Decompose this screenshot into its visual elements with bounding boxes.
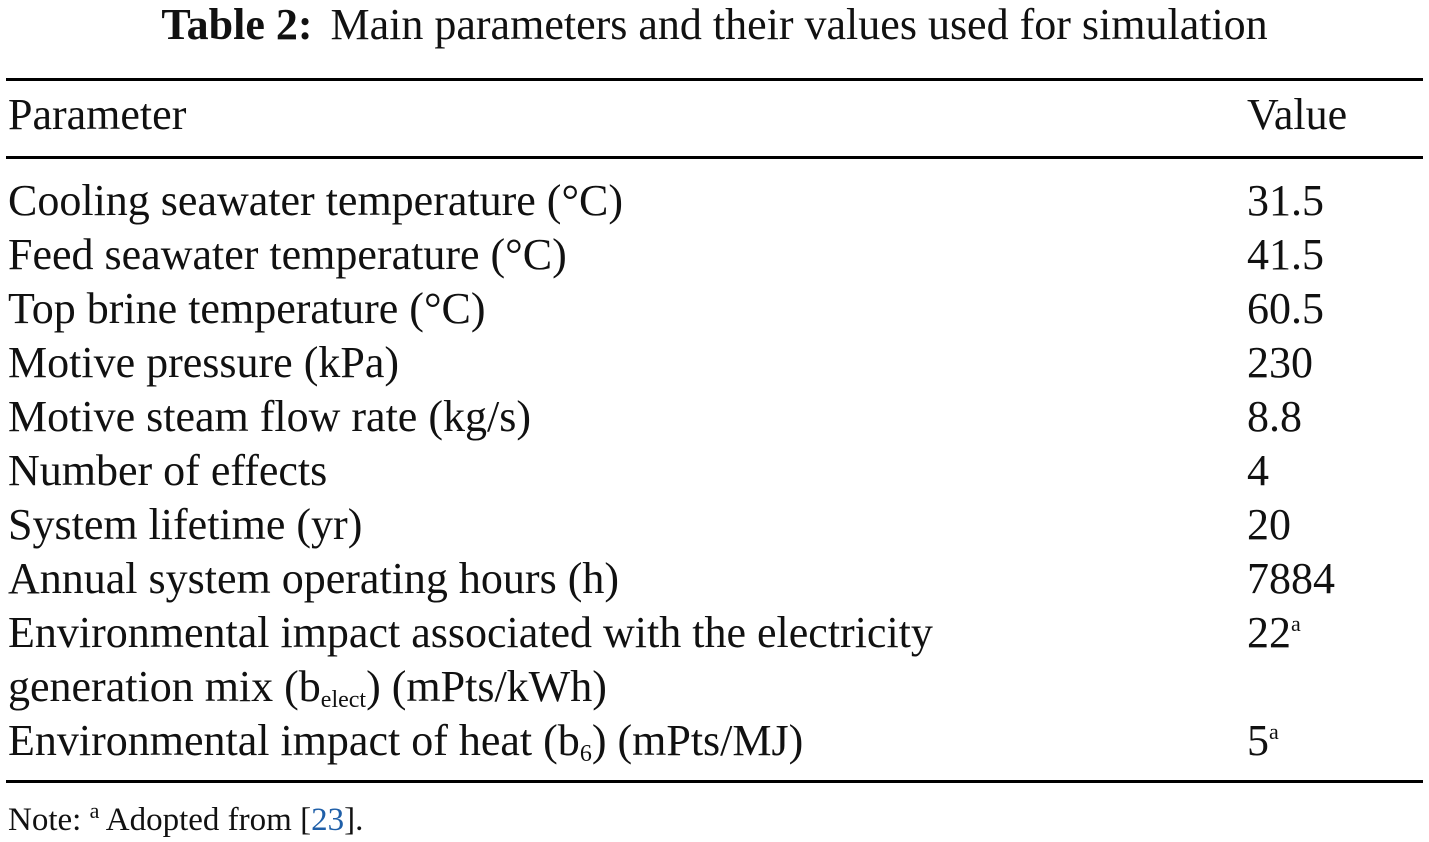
footnote-marker: a bbox=[1269, 719, 1279, 744]
footnote-marker: a bbox=[1291, 611, 1301, 636]
table-header-rule bbox=[6, 156, 1423, 159]
parameter-subscript: 6 bbox=[579, 741, 592, 767]
column-header-parameter: Parameter bbox=[8, 90, 187, 139]
value-cell: 7884 bbox=[1247, 554, 1335, 603]
table-bottom-rule bbox=[6, 780, 1423, 783]
column-header-value: Value bbox=[1247, 90, 1348, 139]
table-row: Number of effects 4 bbox=[8, 444, 1423, 498]
table-row: Motive steam flow rate (kg/s) 8.8 bbox=[8, 390, 1423, 444]
table-row: Motive pressure (kPa) 230 bbox=[8, 336, 1423, 390]
table-row: Top brine temperature (°C) 60.5 bbox=[8, 282, 1423, 336]
table-body: Cooling seawater temperature (°C) 31.5 F… bbox=[8, 174, 1423, 768]
parameter-cell: Feed seawater temperature (°C) bbox=[8, 230, 567, 279]
parameter-cell: Annual system operating hours (h) bbox=[8, 554, 619, 603]
parameter-cell: Top brine temperature (°C) bbox=[8, 284, 486, 333]
value-cell: 8.8 bbox=[1247, 392, 1302, 441]
reference-link[interactable]: 23 bbox=[311, 802, 345, 838]
parameter-line-2-pre: generation mix (b bbox=[8, 662, 321, 711]
note-prefix: Note: bbox=[8, 802, 82, 838]
note-text: Adopted from [ bbox=[105, 802, 312, 838]
parameter-cell: Number of effects bbox=[8, 446, 328, 495]
table-note: Note: a Adopted from [23]. bbox=[8, 798, 363, 842]
value-cell: 4 bbox=[1247, 446, 1269, 495]
parameter-cell: Environmental impact associated with the… bbox=[8, 606, 1068, 714]
value-cell: 20 bbox=[1247, 500, 1291, 549]
parameter-cell: System lifetime (yr) bbox=[8, 500, 363, 549]
value-cell: 31.5 bbox=[1247, 176, 1324, 225]
table-row: System lifetime (yr) 20 bbox=[8, 498, 1423, 552]
parameter-post: ) (mPts/MJ) bbox=[591, 716, 804, 765]
note-text-end: ]. bbox=[344, 802, 364, 838]
table-row: Annual system operating hours (h) 7884 bbox=[8, 552, 1423, 606]
value-cell: 230 bbox=[1247, 338, 1313, 387]
note-footnote-marker: a bbox=[89, 798, 100, 823]
parameter-cell: Motive steam flow rate (kg/s) bbox=[8, 392, 531, 441]
value-cell: 41.5 bbox=[1247, 230, 1324, 279]
value-cell: 5a bbox=[1247, 714, 1279, 768]
table-row: Environmental impact associated with the… bbox=[8, 606, 1423, 714]
parameter-cell: Cooling seawater temperature (°C) bbox=[8, 176, 624, 225]
parameter-subscript: elect bbox=[320, 687, 367, 713]
value-cell: 22a bbox=[1247, 606, 1301, 660]
table-row: Feed seawater temperature (°C) 41.5 bbox=[8, 228, 1423, 282]
table-row: Cooling seawater temperature (°C) 31.5 bbox=[8, 174, 1423, 228]
parameter-cell: Environmental impact of heat (b6) (mPts/… bbox=[8, 714, 1068, 768]
table-caption-label: Table 2: bbox=[161, 0, 313, 49]
value-cell: 60.5 bbox=[1247, 284, 1324, 333]
parameter-line-2-post: ) (mPts/kWh) bbox=[366, 662, 607, 711]
parameter-cell: Motive pressure (kPa) bbox=[8, 338, 400, 387]
table-header-row: Parameter Value bbox=[8, 88, 1423, 142]
table-top-rule bbox=[6, 78, 1423, 81]
value-number: 22 bbox=[1247, 608, 1291, 657]
table-caption-text: Main parameters and their values used fo… bbox=[330, 0, 1268, 49]
value-number: 5 bbox=[1247, 716, 1269, 765]
parameter-pre: Environmental impact of heat (b bbox=[8, 716, 580, 765]
parameter-line-1: Environmental impact associated with the… bbox=[8, 608, 933, 657]
table-row: Environmental impact of heat (b6) (mPts/… bbox=[8, 714, 1423, 768]
table-caption: Table 2: Main parameters and their values… bbox=[0, 0, 1429, 50]
